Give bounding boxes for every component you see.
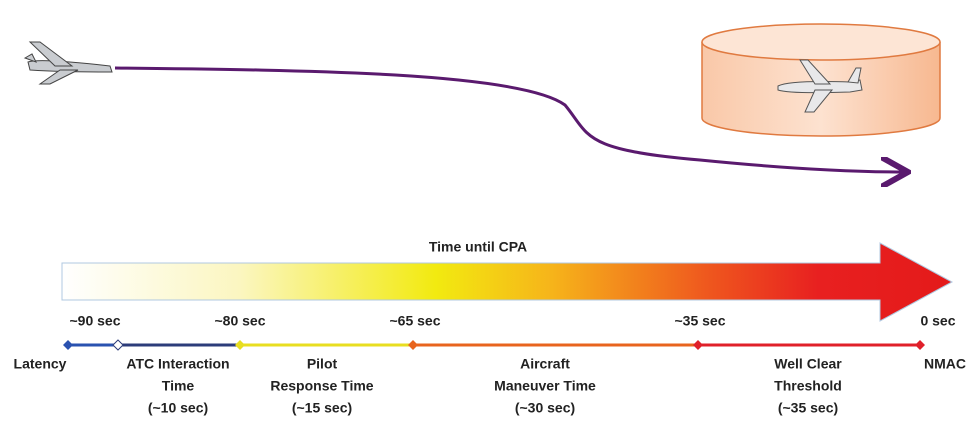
phase-label: (~35 sec) [778,400,838,416]
phase-label: (~10 sec) [148,400,208,416]
phase-label: (~30 sec) [515,400,575,416]
phase-label: (~15 sec) [292,400,352,416]
phase-label: Aircraft [520,356,570,372]
time-marker: 0 sec [920,313,955,329]
phase-label: Well Clear [774,356,842,372]
drone [25,42,112,84]
diagram: Time until CPA ~90 sec ~80 sec ~65 sec ~… [0,0,972,423]
endpoint-label: Latency [14,356,67,372]
phase-label: Threshold [774,378,842,394]
phase-label: Maneuver Time [494,378,596,394]
time-marker: ~65 sec [390,313,441,329]
phase-label: Pilot [307,356,338,372]
arrow-label: Time until CPA [429,239,527,255]
time-marker: ~90 sec [70,313,121,329]
phase-label: ATC Interaction [126,356,229,372]
phase-label: Response Time [270,378,373,394]
phase-label: Time [162,378,195,394]
time-marker: ~35 sec [675,313,726,329]
endpoint-label: NMAC [924,356,966,372]
time-marker: ~80 sec [215,313,266,329]
